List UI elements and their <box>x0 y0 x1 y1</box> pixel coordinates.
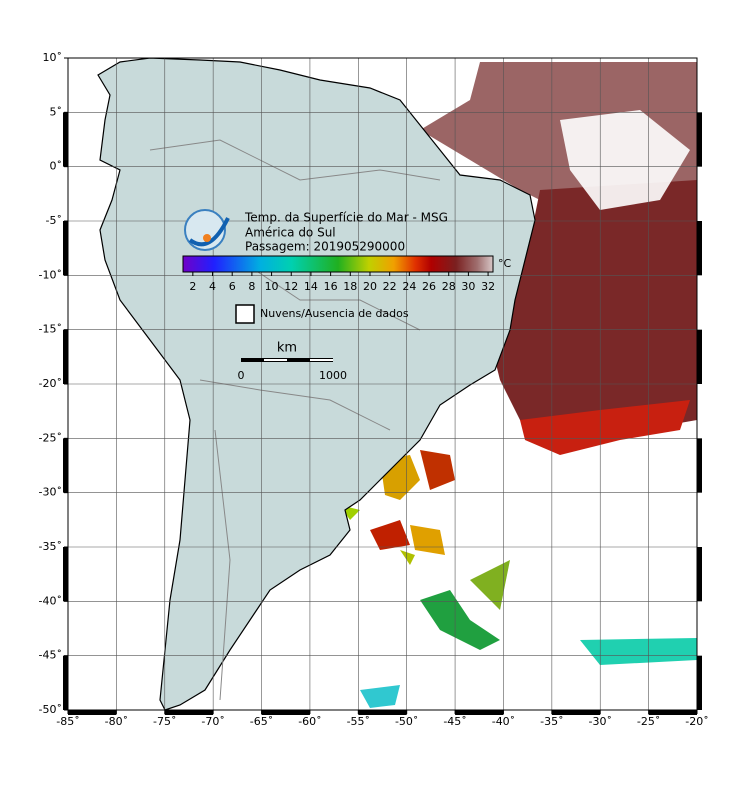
y-tick-label: -20˚ <box>39 377 62 390</box>
y-tick-label: -10˚ <box>39 268 62 281</box>
map-area <box>68 58 697 710</box>
x-tick-label: -75˚ <box>153 715 176 728</box>
colorbar-tick-label: 14 <box>304 280 318 293</box>
frame-block <box>63 329 68 384</box>
colorbar <box>182 255 494 273</box>
frame-block <box>63 438 68 493</box>
scale-bar-segment <box>310 359 333 361</box>
scale-bar-segment <box>264 359 287 361</box>
colorbar-tick-label: 28 <box>442 280 456 293</box>
colorbar-tick-label: 18 <box>343 280 357 293</box>
x-tick-label: -85˚ <box>56 715 79 728</box>
x-tick-label: -25˚ <box>637 715 660 728</box>
frame-block <box>261 710 310 715</box>
title: Temp. da Superfície do Mar - MSG <box>244 211 448 225</box>
x-tick-label: -30˚ <box>588 715 611 728</box>
scale-end: 1000 <box>319 369 347 382</box>
cloud <box>560 110 690 210</box>
y-tick-label: -50˚ <box>39 703 62 716</box>
frame-block <box>68 710 117 715</box>
frame-block <box>63 221 68 276</box>
colorbar-tick-label: 10 <box>265 280 279 293</box>
sst-patch <box>400 550 415 565</box>
x-tick-label: -40˚ <box>492 715 515 728</box>
legend-swatch <box>235 304 255 324</box>
colorbar-tick-label: 30 <box>461 280 475 293</box>
y-tick-label: -25˚ <box>39 431 62 444</box>
sst-patch <box>580 638 697 665</box>
colorbar-tick-label: 4 <box>209 280 216 293</box>
frame-block <box>697 221 702 276</box>
legend-label: Nuvens/Ausencia de dados <box>260 307 409 320</box>
logo-arrow <box>188 217 230 247</box>
x-tick-label: -50˚ <box>395 715 418 728</box>
sst-patch <box>420 590 500 650</box>
x-tick-label: -65˚ <box>250 715 273 728</box>
frame-block <box>63 112 68 167</box>
sst-patch <box>420 450 455 490</box>
scale-start: 0 <box>238 369 245 382</box>
frame-block <box>63 655 68 710</box>
sst-patch <box>520 400 690 455</box>
borders <box>149 139 441 701</box>
x-tick-label: -35˚ <box>540 715 563 728</box>
colorbar-tick-label: 16 <box>324 280 338 293</box>
colorbar-tick-label: 22 <box>383 280 397 293</box>
colorbar-tick-label: 26 <box>422 280 436 293</box>
sst-patch <box>470 560 510 610</box>
colorbar-tick-label: 6 <box>229 280 236 293</box>
graticule <box>68 58 697 710</box>
frame-block <box>697 655 702 710</box>
y-tick-label: -15˚ <box>39 323 62 336</box>
frame-block <box>164 710 214 715</box>
y-tick-label: 5˚ <box>50 105 63 118</box>
y-tick-label: -30˚ <box>39 486 62 499</box>
y-tick-label: 0˚ <box>50 160 63 173</box>
frame-block <box>648 710 697 715</box>
frame-block <box>697 112 702 167</box>
y-tick-label: -5˚ <box>46 214 62 227</box>
y-tick-label: -45˚ <box>39 649 62 662</box>
y-tick-label: -35˚ <box>39 540 62 553</box>
colorbar-tick-label: 8 <box>248 280 255 293</box>
sst-patch <box>490 180 697 440</box>
colorbar-tick-label: 24 <box>402 280 416 293</box>
frame-block <box>551 710 601 715</box>
frame-block <box>63 547 68 602</box>
colorbar-tick-label: 12 <box>284 280 298 293</box>
colorbar-tick-label: 20 <box>363 280 377 293</box>
x-tick-label: -55˚ <box>347 715 370 728</box>
frame-block <box>455 710 504 715</box>
frame-block <box>358 710 407 715</box>
colorbar-tick-label: 32 <box>481 280 495 293</box>
colorbar-unit: °C <box>498 257 512 270</box>
logo-sun <box>203 234 211 242</box>
scale-unit: km <box>277 341 297 356</box>
x-tick-label: -20˚ <box>685 715 708 728</box>
sst-patch <box>410 525 445 555</box>
y-tick-label: -40˚ <box>39 594 62 607</box>
frame-block <box>697 329 702 384</box>
x-tick-label: -70˚ <box>201 715 224 728</box>
sst-patch <box>370 520 410 550</box>
y-tick-label: 10˚ <box>43 51 63 64</box>
pass-time: Passagem: 201905290000 <box>245 240 405 254</box>
x-tick-label: -80˚ <box>105 715 128 728</box>
frame-block <box>697 547 702 602</box>
x-tick-label: -60˚ <box>298 715 321 728</box>
frame-block <box>697 438 702 493</box>
sst-patch <box>360 685 400 708</box>
x-tick-label: -45˚ <box>443 715 466 728</box>
colorbar-tick-label: 2 <box>189 280 196 293</box>
subtitle: América do Sul <box>245 226 336 240</box>
